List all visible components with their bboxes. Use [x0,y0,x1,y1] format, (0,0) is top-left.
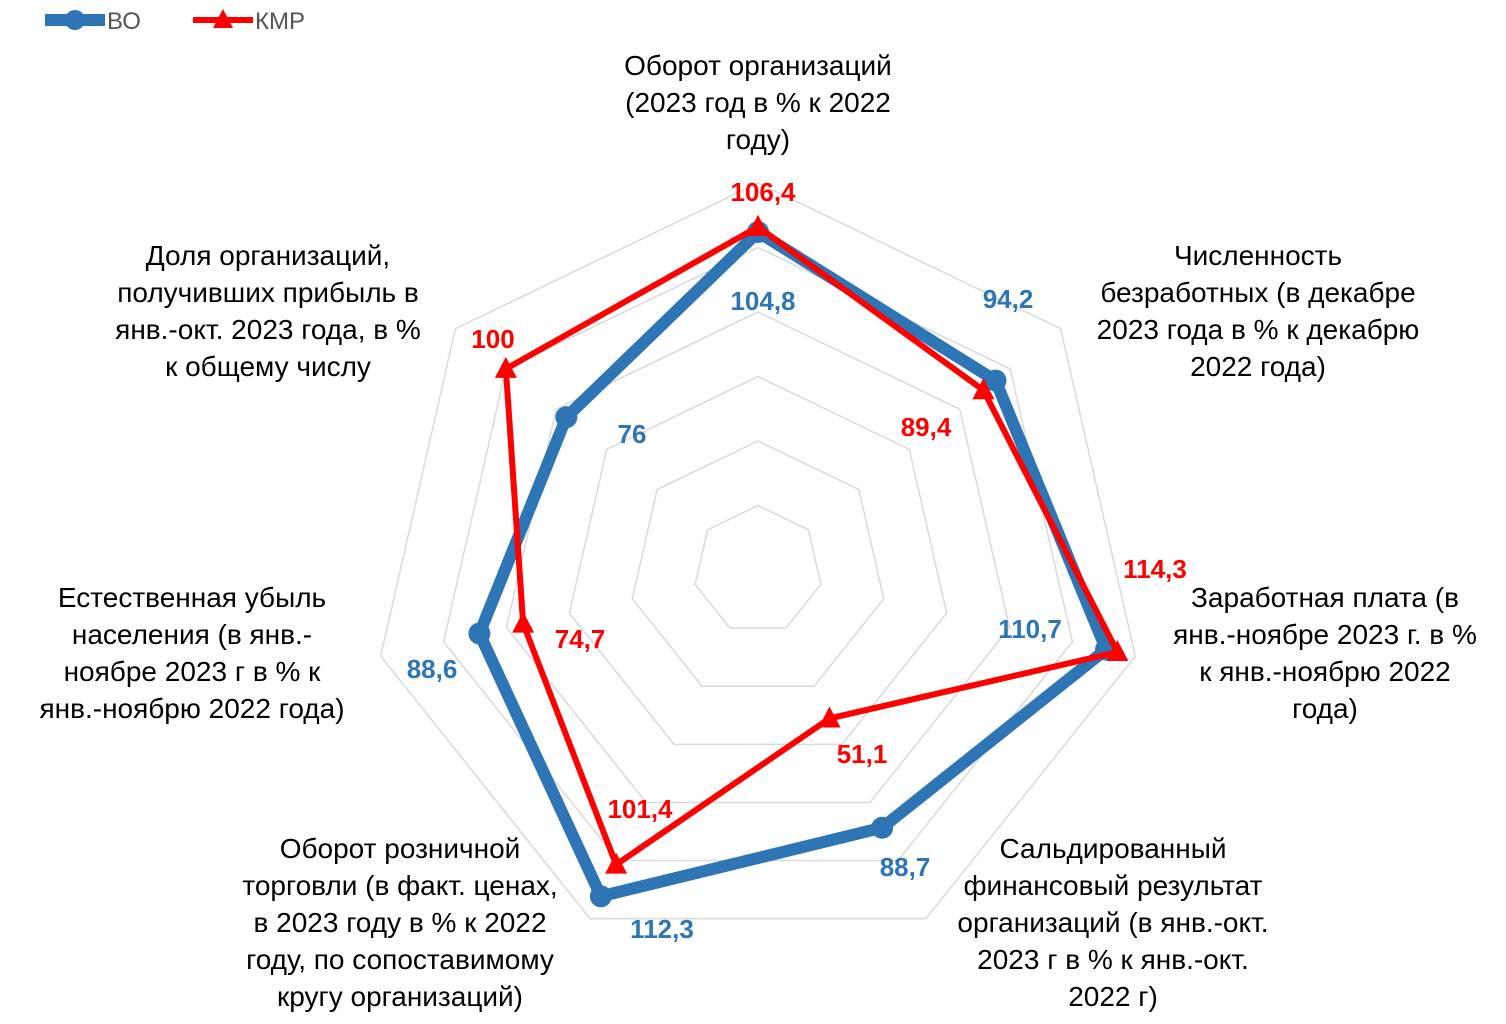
data-label: 94,2 [983,284,1034,314]
category-label: Численность безработных (в декабре 2023 го… [1097,240,1420,382]
legend-marker [65,10,85,30]
data-label: 101,4 [607,794,673,824]
point [871,816,894,839]
category-label: Заработная плата (в янв.-ноябре 2023 г. в… [1173,582,1477,724]
legend-label: КМР [255,8,305,35]
data-label: 88,6 [407,654,458,684]
point [512,611,535,633]
data-label: 51,1 [837,739,888,769]
category-label: Естественная убыль населения (в янв.-нояб… [39,582,344,724]
data-label: 114,3 [1123,554,1187,584]
point [984,369,1007,392]
point [468,622,491,645]
category-label: Доля организаций, получивших прибыль в янв… [115,240,421,382]
data-label: 110,7 [998,614,1062,644]
point [972,378,995,400]
point [589,885,612,908]
data-label: 88,7 [880,852,931,882]
point [494,356,517,378]
grid-ring [631,440,885,687]
grid-ring [379,182,1137,920]
data-label: 106,4 [730,177,796,207]
series-line [502,223,1121,868]
category-label: Сальдированный финансовый результат органи… [957,833,1268,1012]
grid-ring [505,311,1011,804]
data-label: 112,3 [630,914,694,944]
point [818,706,841,728]
grid-ring [694,504,822,629]
point [747,214,769,236]
data-label: 74,7 [555,624,606,654]
series-line [473,226,1113,903]
data-label: 104,8 [730,286,795,316]
point [1106,640,1129,662]
data-label: 89,4 [901,412,952,442]
category-label: Оборот организаций (2023 год в % к 2022 го… [624,50,892,155]
data-label: 100 [471,324,514,354]
legend-marker [213,9,233,28]
point [605,852,628,874]
legend-label: ВО [107,8,141,35]
point [555,406,578,429]
grid-ring [568,375,948,746]
category-label: Оборот розничной торговли (в факт. ценах,… [242,833,557,1012]
data-label: 76 [618,419,647,449]
